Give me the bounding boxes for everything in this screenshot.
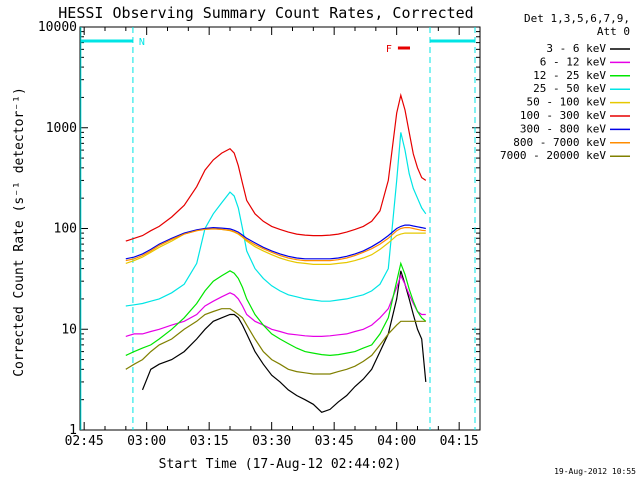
series-line-4 xyxy=(125,227,426,265)
plot-area xyxy=(79,26,481,431)
chart-title: HESSI Observing Summary Count Rates, Cor… xyxy=(58,4,473,22)
footer-timestamp: 19-Aug-2012 10:55 xyxy=(554,467,636,476)
y-tick-label: 1000 xyxy=(46,121,77,136)
flag-bars: NF xyxy=(80,27,476,430)
y-tick-label: 100 xyxy=(54,222,77,237)
series-line-5 xyxy=(125,92,427,242)
legend-label: 12 - 25 keV xyxy=(533,69,606,82)
series-line-2 xyxy=(125,261,427,357)
legend-label: 50 - 100 keV xyxy=(527,96,607,109)
x-tick-label: 03:15 xyxy=(190,434,229,449)
series-group xyxy=(125,92,427,413)
x-tick-label: 03:45 xyxy=(315,434,354,449)
series-line-3 xyxy=(125,132,427,307)
legend-label: 25 - 50 keV xyxy=(533,82,606,95)
y-tick-label: 1 xyxy=(69,423,77,438)
x-tick-label: 04:15 xyxy=(440,434,479,449)
y-tick-label: 10000 xyxy=(38,20,77,35)
y-tick-label: 10 xyxy=(61,322,77,337)
x-axis: 02:45 03:00 03:15 03:30 03:45 04:00 04:15 xyxy=(65,27,479,449)
series-line-7 xyxy=(125,227,426,262)
series-line-6 xyxy=(125,224,426,260)
x-tick-label: 04:00 xyxy=(377,434,416,449)
legend-label: 6 - 12 keV xyxy=(540,55,607,68)
x-tick-label: 03:00 xyxy=(127,434,166,449)
series-line-8 xyxy=(125,308,426,375)
plot-border xyxy=(79,26,481,431)
legend-label: 300 - 800 keV xyxy=(520,122,606,135)
legend-label: 3 - 6 keV xyxy=(546,42,606,55)
series-line-1 xyxy=(125,274,426,337)
x-tick-label: 02:45 xyxy=(65,434,104,449)
legend-header: Det 1,3,5,6,7,9, xyxy=(524,12,630,25)
flare-label: F xyxy=(386,44,392,55)
y-axis-label: Corrected Count Rate (s⁻¹ detector⁻¹) xyxy=(12,87,27,377)
night-label: N xyxy=(139,37,145,48)
y-axis: 1 10 100 1000 10000 xyxy=(38,20,480,438)
legend-label: 7000 - 20000 keV xyxy=(500,149,606,162)
legend-label: 800 - 7000 keV xyxy=(513,136,606,149)
x-axis-label: Start Time (17-Aug-12 02:44:02) xyxy=(159,457,402,472)
legend-label: 100 - 300 keV xyxy=(520,109,606,122)
x-tick-label: 03:30 xyxy=(252,434,291,449)
legend-header: Att 0 xyxy=(597,25,630,38)
